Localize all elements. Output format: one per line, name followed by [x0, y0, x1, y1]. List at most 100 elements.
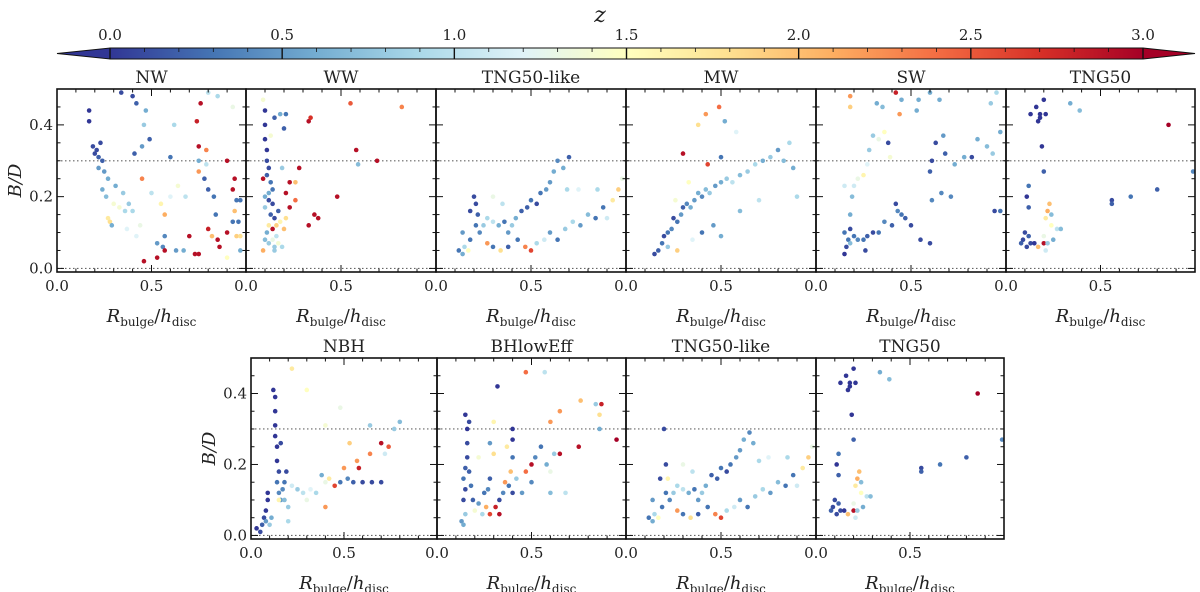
scatter-point — [718, 515, 724, 521]
scatter-point — [851, 437, 856, 442]
scatter-point — [262, 194, 268, 199]
scatter-point — [732, 504, 737, 510]
scatter-point — [355, 162, 361, 167]
colorbar-ticklabel: 3.0 — [1131, 26, 1155, 44]
scatter-point — [341, 465, 347, 471]
scatter-point — [942, 151, 948, 156]
scatter-point — [847, 212, 853, 217]
colorbar-ticklabel: 1.0 — [442, 26, 466, 44]
scatter-point — [236, 219, 241, 225]
scatter-point — [306, 118, 312, 124]
x-axis-label-part: h — [1109, 306, 1121, 327]
panel-frame — [56, 88, 247, 273]
scatter-point — [614, 437, 619, 442]
scatter-point — [304, 497, 310, 503]
scatter-point — [510, 455, 515, 460]
scatter-point — [688, 515, 693, 521]
scatter-point — [847, 384, 853, 389]
scatter-point — [855, 237, 861, 243]
scatter-point — [576, 187, 581, 192]
x-axis-label-part: disc — [930, 582, 955, 592]
scatter-point — [502, 219, 507, 225]
scatter-point — [283, 215, 289, 221]
scatter-point — [686, 490, 691, 496]
scatter-point — [853, 483, 858, 489]
scatter-points — [86, 90, 243, 264]
scatter-point — [391, 426, 397, 432]
scatter-point — [851, 366, 856, 371]
scatter-point — [473, 223, 479, 228]
scatter-point — [94, 147, 99, 153]
scatter-point — [768, 490, 773, 496]
scatter-point — [490, 194, 496, 199]
scatter-point — [847, 226, 853, 232]
scatter-point — [202, 176, 207, 182]
scatter-point — [1054, 226, 1060, 232]
scatter-point — [988, 101, 994, 106]
scatter-point — [481, 490, 487, 496]
scatter-point — [266, 197, 272, 203]
scatter-point — [851, 233, 857, 239]
colorbar-ticklabel: 1.5 — [615, 26, 639, 44]
scatter-point — [282, 497, 287, 503]
scatter-point — [463, 465, 468, 471]
scatter-point — [1190, 169, 1195, 174]
scatter-point — [215, 93, 220, 99]
y-ticklabel: 0.4 — [29, 116, 53, 134]
scatter-point — [262, 205, 268, 210]
x-axis-label-part: disc — [931, 315, 956, 329]
scatter-point — [534, 201, 539, 207]
scatter-point — [523, 369, 529, 375]
scatter-point — [337, 479, 343, 485]
scatter-point — [266, 165, 272, 171]
scatter-point — [695, 497, 701, 503]
scatter-point — [828, 508, 834, 513]
scatter-point — [548, 419, 553, 425]
scatter-point — [747, 430, 752, 435]
scatter-point — [268, 212, 274, 217]
scatter-point — [460, 230, 465, 235]
scatter-point — [268, 133, 274, 138]
scatter-point — [487, 476, 493, 481]
scatter-point — [238, 197, 243, 203]
scatter-point — [196, 169, 202, 174]
scatter-point — [263, 508, 269, 513]
scatter-point — [790, 165, 796, 171]
scatter-point — [885, 140, 891, 146]
scatter-point — [692, 487, 697, 492]
scatter-point — [270, 187, 275, 192]
scatter-point — [86, 118, 92, 124]
scatter-point — [504, 444, 510, 450]
x-axis-label-part: R — [1055, 306, 1070, 327]
scatter-point — [122, 208, 128, 214]
scatter-point — [204, 162, 209, 167]
axis-ticks — [625, 357, 817, 539]
scatter-point — [283, 111, 289, 117]
scatter-point — [547, 230, 553, 235]
x-ticklabel: 0.5 — [898, 544, 922, 562]
scatter-point — [851, 501, 856, 506]
x-axis-label-part: bulge — [500, 315, 534, 329]
scatter-points — [459, 369, 619, 528]
scatter-point — [680, 151, 686, 156]
scatter-point — [466, 248, 471, 253]
scatter-point — [308, 115, 313, 121]
scatter-point — [266, 240, 272, 246]
axis-ticks — [436, 357, 627, 539]
scatter-point — [334, 194, 340, 199]
scatter-point — [984, 144, 990, 149]
scatter-point — [141, 258, 147, 264]
scatter-point — [851, 508, 856, 513]
scatter-point — [1128, 194, 1134, 199]
panel-nbh: NBH 0.0 0.5 Rbulge/hdisc 0.0 0.2 0.4 B/D — [199, 337, 438, 592]
scatter-point — [498, 248, 503, 253]
scatter-point — [515, 237, 520, 243]
x-axis-label: Rbulge/hdisc — [298, 573, 389, 592]
scatter-point — [137, 223, 143, 228]
scatter-point — [868, 494, 873, 499]
scatter-point — [918, 465, 924, 471]
scatter-point — [1033, 104, 1039, 110]
scatter-point — [548, 490, 553, 496]
x-axis-label-part: R — [106, 306, 121, 327]
scatter-point — [259, 522, 265, 528]
